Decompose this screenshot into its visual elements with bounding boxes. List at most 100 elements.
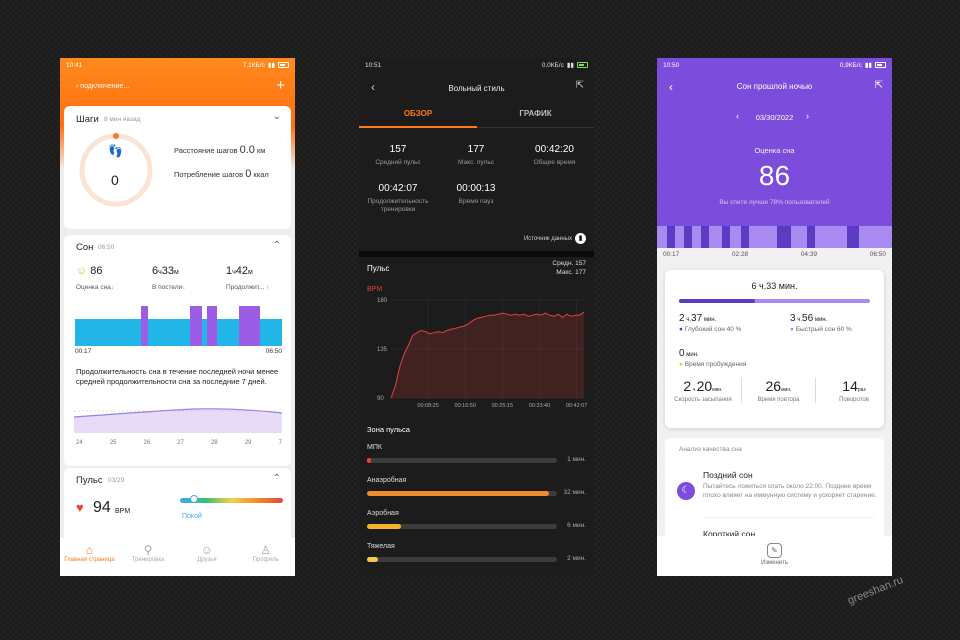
distance-label: Расстояние шагов bbox=[174, 146, 238, 155]
next-date-icon[interactable]: › bbox=[806, 111, 809, 121]
trend-day-label: 28 bbox=[211, 440, 218, 446]
y-tick-label: 90 bbox=[377, 396, 384, 402]
share-icon[interactable]: ⇱ bbox=[874, 80, 883, 91]
heart-icon: ♥ bbox=[76, 500, 84, 515]
back-icon[interactable]: ‹ bbox=[669, 80, 673, 94]
pulse-line bbox=[390, 311, 585, 399]
trend-days: 24 25 26 27 28 29 7 bbox=[76, 440, 282, 446]
sleep-score-label: Оценка сна bbox=[76, 284, 111, 291]
trend-day-label: 27 bbox=[177, 440, 184, 446]
tip-text: Пытайтесь ложиться спать около 22:00. По… bbox=[703, 483, 877, 499]
zone-bar bbox=[367, 458, 557, 463]
phone-home: 10:41 7,1КБ/с ▮▮ › подключение... + Шаги … bbox=[60, 58, 295, 576]
y-axis-label: BPM bbox=[367, 286, 382, 293]
distance-unit: км bbox=[257, 146, 266, 155]
edit-button[interactable]: Изменить bbox=[760, 560, 789, 566]
fall-asleep-metric: 2 ч.20мин. Скорость засыпания bbox=[674, 378, 732, 403]
zone-name: Аэробная bbox=[367, 510, 399, 517]
prev-date-icon[interactable]: ‹ bbox=[736, 111, 739, 121]
pulse-unit: BPM bbox=[115, 508, 131, 515]
zone-time: 6 мин. bbox=[567, 522, 586, 529]
zone-bar bbox=[367, 491, 557, 496]
status-time: 10:41 bbox=[66, 61, 83, 69]
status-time: 10:51 bbox=[365, 61, 382, 69]
sleep-end: 06:50 bbox=[265, 348, 282, 355]
profile-icon: ♙ bbox=[260, 543, 271, 557]
status-time: 10:50 bbox=[663, 61, 680, 69]
phone-sleep: 10:50 0,9КБ/с ▮▮ ‹ Сон прошлой ночью ⇱ ‹ … bbox=[657, 58, 892, 576]
tip-title: Поздний сон bbox=[703, 470, 753, 480]
deep-sleep-block bbox=[684, 226, 692, 248]
sleep-ratio-bar bbox=[679, 299, 870, 303]
x-tick-label: 00:42:07 bbox=[566, 403, 587, 409]
status-bar: 10:41 7,1КБ/с ▮▮ bbox=[60, 58, 295, 72]
steps-title: Шаги bbox=[76, 114, 99, 125]
deep-sleep-block bbox=[777, 226, 791, 248]
steps-card[interactable]: Шаги 8 мин назад ⌄ 👣 0 Расстояние шагов … bbox=[64, 106, 291, 229]
trend-day-label: 29 bbox=[244, 440, 252, 446]
rem-value: 3 ч.56 мин. bbox=[790, 313, 828, 324]
edit-bar: ✎ Изменить bbox=[657, 536, 892, 576]
friends-icon: ☺ bbox=[200, 543, 213, 557]
zone-bar-fill bbox=[367, 458, 371, 463]
expand-icon[interactable]: ⌃ bbox=[272, 473, 281, 484]
calories-label: Потребление шагов bbox=[174, 170, 244, 179]
tab-overview[interactable]: ОБЗОР bbox=[403, 109, 433, 118]
edit-icon[interactable]: ✎ bbox=[767, 543, 782, 558]
add-icon[interactable]: + bbox=[276, 77, 285, 94]
pulse-card[interactable]: Пульс 03/29 ⌃ ♥ 94 BPM Покой bbox=[64, 468, 291, 548]
device-icon[interactable]: ▮ bbox=[575, 233, 586, 244]
deep-value: 2 ч.37 мин. bbox=[679, 313, 717, 324]
pulse-state: Покой bbox=[182, 513, 202, 520]
stat-max-pulse: 177 Макс. пульс bbox=[458, 144, 494, 166]
x-tick-label: 00:16:50 bbox=[455, 403, 476, 409]
collapse-icon[interactable]: ⌄ bbox=[272, 111, 281, 122]
y-tick-label: 180 bbox=[377, 298, 388, 304]
timeline-label: 04:39 bbox=[800, 251, 818, 258]
quality-title: Анализ качества сна bbox=[679, 446, 742, 453]
footsteps-icon: 👣 bbox=[108, 144, 123, 158]
zone-time: 1 мин. bbox=[567, 456, 586, 463]
sleep-title: Сон bbox=[76, 242, 94, 253]
nav-workout[interactable]: ⚲ Тренировка bbox=[119, 538, 178, 576]
quality-card: Анализ качества сна ☾ Поздний сон Пытайт… bbox=[665, 438, 884, 548]
tab-chart[interactable]: ГРАФИК bbox=[519, 109, 552, 118]
zone-name: Анаэробная bbox=[367, 477, 407, 484]
trend-day-label: 7 bbox=[278, 440, 282, 446]
total-sleep: 6 ч.33 мин. bbox=[751, 281, 798, 291]
home-icon: ⌂ bbox=[85, 543, 93, 557]
turns-metric: 14раз Поворотов bbox=[839, 378, 869, 403]
share-icon[interactable]: ⇱ bbox=[575, 80, 584, 91]
zone-bar-fill bbox=[367, 491, 550, 496]
expand-icon[interactable]: ⌃ bbox=[272, 240, 281, 251]
deep-sleep-block bbox=[847, 226, 859, 248]
timeline-label: 00:17 bbox=[663, 251, 680, 258]
sleep-card[interactable]: Сон 06:50 ⌃ ☺ 86 Оценка сна↓ 6ч33м В пос… bbox=[64, 235, 291, 466]
stat-avg-pulse: 157 Средний пульс bbox=[375, 144, 421, 166]
sleep-page-title: Сон прошлой ночью bbox=[736, 82, 813, 91]
in-bed-label: В постели bbox=[152, 284, 183, 291]
deep-sleep-block bbox=[741, 226, 749, 248]
deep-sleep-block bbox=[667, 226, 675, 248]
duration-value: 1ч42м bbox=[226, 265, 253, 277]
data-source[interactable]: Источник данных bbox=[523, 236, 572, 242]
nav-profile[interactable]: ♙ Профиль bbox=[236, 538, 295, 576]
status-speed: 0,0КБ/с bbox=[541, 61, 564, 69]
smile-icon: ☺ bbox=[76, 265, 88, 277]
rem-label: ● Быстрый сон 60 % bbox=[790, 326, 852, 333]
timeline-label: 06:50 bbox=[869, 251, 886, 258]
status-speed: 0,9КБ/с bbox=[839, 61, 862, 69]
pulse-chart: BPM 180 135 90 00:08:25 00:16:50 00:25:15 00:33… bbox=[367, 286, 587, 409]
battery-icon bbox=[875, 62, 886, 68]
watermark: greeshan.ru bbox=[846, 574, 905, 608]
back-icon[interactable]: ‹ bbox=[371, 80, 375, 94]
zone-name: МПК bbox=[367, 444, 382, 451]
nav-home[interactable]: ⌂ Главная страница bbox=[60, 538, 119, 576]
tab-indicator bbox=[359, 126, 477, 128]
signal-icon: ▮▮ bbox=[267, 62, 275, 69]
nav-friends[interactable]: ☺ Друзья bbox=[178, 538, 237, 576]
deep-sleep-block bbox=[701, 226, 709, 248]
steps-count: 0 bbox=[111, 172, 119, 188]
repeat-metric: 26мин. Время повтора bbox=[741, 378, 816, 403]
battery-icon bbox=[278, 62, 289, 68]
